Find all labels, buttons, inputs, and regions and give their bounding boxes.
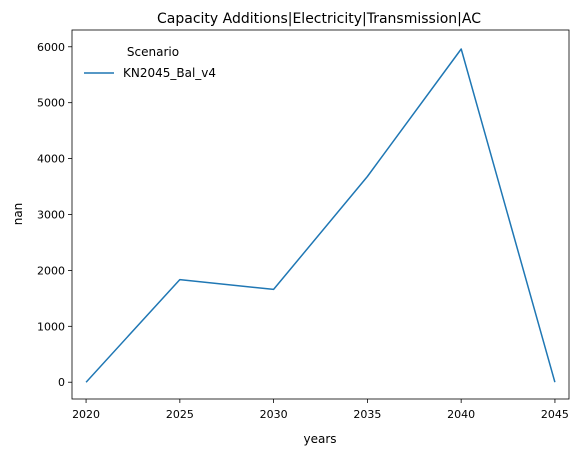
plot-area — [71, 29, 570, 400]
y-axis: 0 1000 2000 3000 4000 5000 6000 — [37, 41, 72, 389]
x-tick-label: 2040 — [447, 408, 475, 421]
x-tick-label: 2025 — [166, 408, 194, 421]
legend: Scenario KN2045_Bal_v4 — [84, 45, 216, 80]
x-axis-label: years — [303, 432, 336, 446]
x-tick-label: 2045 — [541, 408, 569, 421]
legend-label-kn2045-bal-v4: KN2045_Bal_v4 — [123, 66, 216, 80]
legend-title: Scenario — [127, 45, 179, 59]
series-layer — [85, 48, 556, 383]
y-tick-label: 6000 — [37, 41, 65, 54]
y-tick-label: 3000 — [37, 209, 65, 222]
y-tick-label: 1000 — [37, 320, 65, 333]
y-tick-label: 2000 — [37, 264, 65, 277]
y-tick-label: 0 — [58, 376, 65, 389]
series-line-0 — [85, 48, 556, 383]
x-tick-label: 2035 — [353, 408, 381, 421]
x-tick-label: 2020 — [72, 408, 100, 421]
y-tick-label: 4000 — [37, 153, 65, 166]
y-axis-label: nan — [11, 203, 25, 226]
x-tick-label: 2030 — [260, 408, 288, 421]
chart-title: Capacity Additions|Electricity|Transmiss… — [157, 11, 481, 27]
y-tick-label: 5000 — [37, 97, 65, 110]
x-axis: 2020 2025 2030 2035 2040 2045 — [72, 399, 569, 421]
